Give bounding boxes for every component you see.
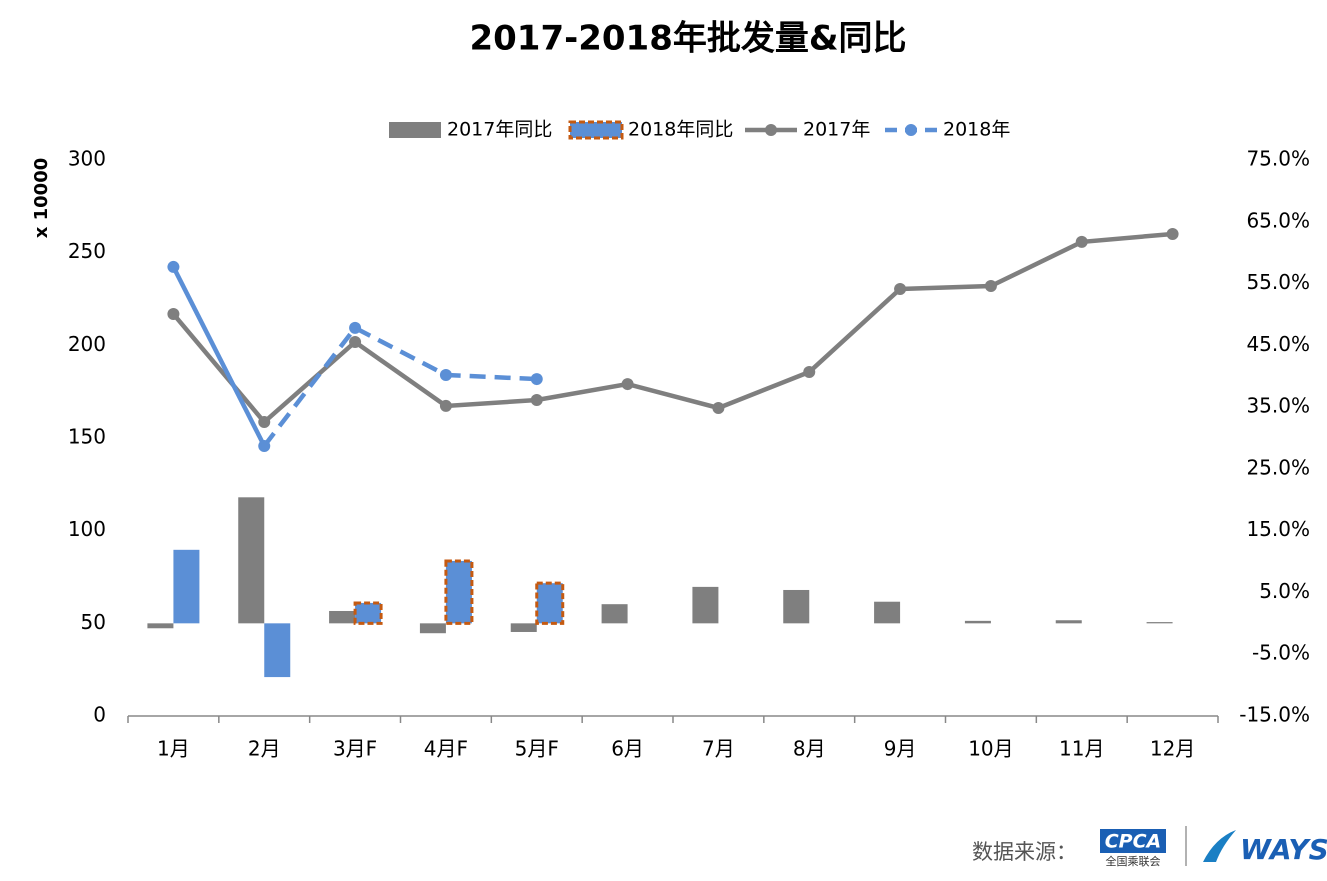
marker — [712, 401, 725, 414]
legend-marker — [765, 124, 777, 136]
legend-label: 2018年同比 — [628, 119, 733, 141]
x-tick-label: 1月 — [157, 737, 190, 761]
y-tick-label: 50 — [81, 610, 106, 634]
y2-tick-label: 15.0% — [1246, 517, 1310, 541]
logo-ways-icon — [1203, 830, 1236, 862]
marker — [530, 373, 543, 386]
y2-tick-label: 25.0% — [1246, 455, 1310, 479]
logo-box — [1100, 829, 1166, 853]
x-tick-label: 7月 — [702, 737, 735, 761]
bar — [692, 586, 719, 624]
y-tick-label: 200 — [68, 332, 106, 356]
y2-tick-label: 45.0% — [1246, 332, 1310, 356]
bar — [601, 604, 628, 624]
marker — [167, 308, 180, 321]
y2-tick-label: 65.0% — [1246, 208, 1310, 232]
line — [171, 231, 1173, 426]
logo-ways: WAYS — [1240, 833, 1327, 866]
legend-label: 2018年 — [943, 119, 1010, 141]
marker — [1166, 227, 1179, 240]
marker — [349, 335, 362, 348]
bar — [264, 623, 291, 678]
x-tick-label: 9月 — [884, 737, 917, 761]
y-tick-label: 300 — [68, 147, 106, 171]
bar — [1055, 620, 1082, 624]
marker — [167, 260, 180, 273]
logo-cpca-sub: 全国乘联会 — [1106, 854, 1161, 868]
chart-title: 2017-2018年批发量&同比 — [469, 19, 906, 59]
bar — [444, 559, 474, 625]
bar — [173, 549, 200, 624]
x-tick-label: 3月F — [333, 737, 377, 761]
line — [262, 325, 537, 448]
marker — [803, 366, 816, 379]
y2-tick-label: 35.0% — [1246, 394, 1310, 418]
bar — [510, 623, 537, 632]
source-label: 数据来源： — [972, 840, 1077, 864]
x-tick-label: 12月 — [1150, 737, 1195, 761]
marker — [258, 439, 271, 452]
y2-tick-label: -15.0% — [1239, 703, 1310, 727]
marker — [349, 321, 362, 334]
marker — [621, 378, 634, 391]
x-tick-label: 8月 — [793, 737, 826, 761]
x-tick-label: 4月F — [424, 737, 468, 761]
legend-label: 2017年同比 — [447, 119, 552, 141]
marker — [258, 416, 271, 429]
y-tick-label: 150 — [68, 425, 106, 449]
bar — [535, 581, 565, 625]
legend-swatch — [568, 120, 624, 140]
marker — [530, 394, 543, 407]
bar — [329, 610, 356, 624]
y-axis-label: x 10000 — [31, 158, 52, 239]
y2-tick-label: 5.0% — [1259, 579, 1310, 603]
marker — [439, 368, 452, 381]
x-tick-label: 2月 — [248, 737, 281, 761]
legend-marker — [905, 124, 917, 136]
legend-label: 2017年 — [803, 119, 870, 141]
legend-swatch — [389, 122, 441, 138]
marker — [1075, 235, 1088, 248]
line — [171, 265, 267, 447]
marker — [439, 399, 452, 412]
bar — [147, 623, 174, 629]
y2-tick-label: -5.0% — [1252, 641, 1310, 665]
footer: 数据来源： CPCA 全国乘联会 WAYS — [972, 826, 1327, 868]
bar — [783, 589, 810, 624]
bar — [419, 623, 446, 634]
y2-tick-label: 55.0% — [1246, 270, 1310, 294]
marker — [894, 282, 907, 295]
y-tick-label: 0 — [93, 703, 106, 727]
marker — [984, 280, 997, 293]
x-tick-label: 5月F — [515, 737, 559, 761]
x-tick-label: 6月 — [611, 737, 644, 761]
x-tick-label: 10月 — [968, 737, 1013, 761]
bar — [238, 497, 265, 624]
bar — [353, 601, 383, 625]
logo-cpca: CPCA — [1105, 831, 1162, 853]
y2-tick-label: 75.0% — [1246, 147, 1310, 171]
y-tick-label: 250 — [68, 239, 106, 263]
bar — [874, 601, 901, 624]
bar — [1146, 622, 1173, 624]
x-tick-label: 11月 — [1059, 737, 1104, 761]
y-tick-label: 100 — [68, 517, 106, 541]
bar — [964, 620, 991, 624]
